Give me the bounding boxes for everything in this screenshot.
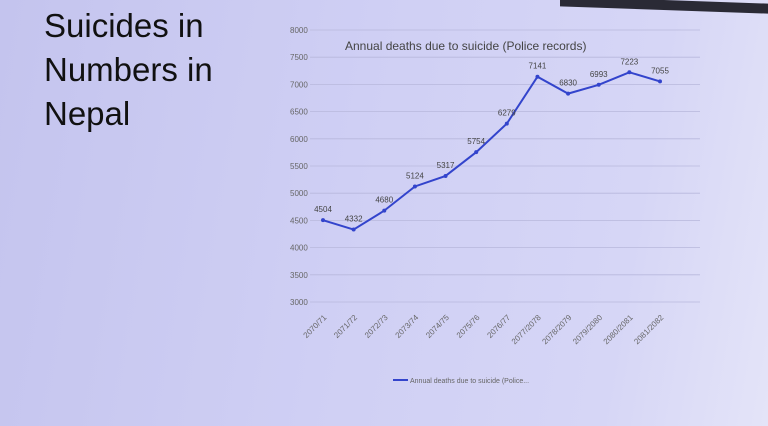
y-tick-label: 6000 [290, 135, 308, 144]
y-tick-label: 4500 [290, 216, 308, 225]
x-tick-label: 2081/2082 [632, 313, 665, 346]
data-label: 5124 [406, 171, 424, 180]
legend: Annual deaths due to suicide (Police... [393, 378, 529, 385]
x-tick-label: 2073/74 [394, 313, 421, 340]
data-label: 7055 [651, 66, 669, 75]
series-line [322, 71, 661, 231]
y-tick-label: 3000 [290, 298, 308, 307]
data-label: 5754 [467, 137, 485, 146]
x-tick-label: 2080/2081 [602, 313, 635, 346]
x-tick-label: 2077/2078 [510, 313, 543, 346]
data-label: 4504 [314, 205, 332, 214]
x-tick-label: 2070/71 [302, 313, 329, 340]
data-point [412, 184, 417, 189]
data-label: 4332 [345, 215, 363, 224]
chart-title: Annual deaths due to suicide (Police rec… [345, 39, 586, 53]
data-label: 6830 [559, 79, 577, 88]
x-tick-label: 2079/2080 [571, 313, 604, 346]
x-tick-label: 2072/73 [363, 313, 390, 340]
data-point [382, 208, 387, 213]
y-tick-label: 8000 [290, 26, 308, 35]
data-point [627, 70, 632, 75]
data-point [504, 121, 509, 126]
y-tick-label: 5000 [290, 189, 308, 198]
data-label: 4680 [375, 196, 393, 205]
data-point [321, 218, 325, 223]
x-tick-label: 2074/75 [424, 313, 451, 340]
y-tick-label: 3500 [290, 271, 308, 280]
legend-label: Annual deaths due to suicide (Police... [410, 378, 529, 385]
y-tick-label: 7500 [290, 53, 308, 62]
y-tick-label: 4000 [290, 244, 308, 253]
data-label: 7223 [620, 57, 638, 66]
data-label: 5317 [437, 161, 455, 170]
y-tick-label: 5500 [290, 162, 308, 171]
data-label: 7141 [529, 62, 547, 71]
data-point [474, 150, 479, 155]
x-tick-label: 2071/72 [332, 313, 359, 340]
x-tick-label: 2075/76 [455, 313, 482, 340]
data-point [658, 79, 662, 84]
x-tick-label: 2078/2079 [540, 313, 573, 346]
x-tick-label: 2076/77 [485, 313, 512, 340]
data-point [535, 74, 540, 79]
data-point [443, 173, 448, 178]
data-point [566, 91, 571, 96]
y-tick-label: 6500 [290, 108, 308, 117]
data-label: 6279 [498, 109, 516, 118]
data-point [351, 227, 356, 232]
slide-title: Suicides in Numbers in Nepal [44, 7, 213, 132]
data-label: 6993 [590, 70, 608, 79]
y-tick-label: 7000 [290, 80, 308, 89]
data-point [596, 82, 601, 87]
